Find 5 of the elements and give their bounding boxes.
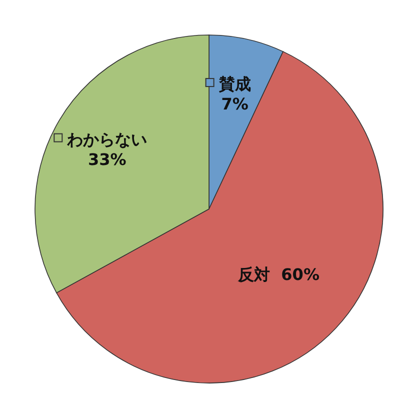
data-label: 7% [221,94,248,114]
legend-label: 賛成 [218,74,251,94]
data-label: 33% [88,150,126,169]
slice-label: 反対 60% [237,265,320,284]
legend-label: わからない [66,130,148,149]
